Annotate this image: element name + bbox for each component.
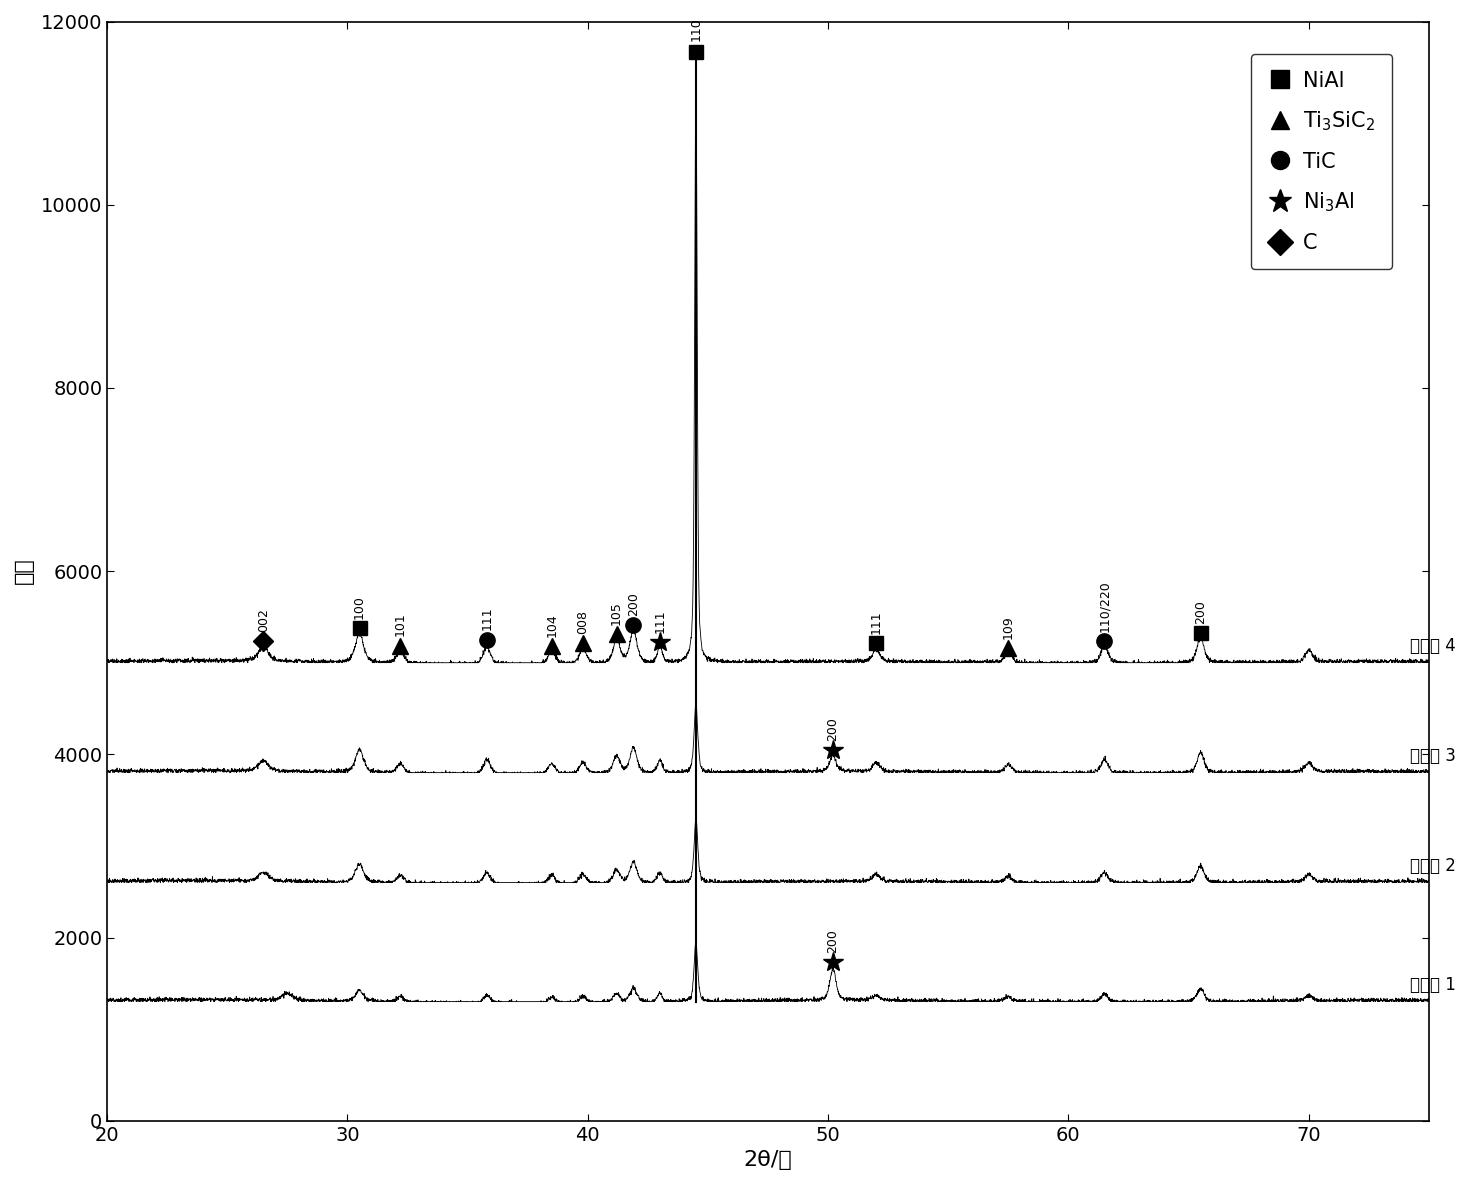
Text: 实施例 2: 实施例 2 [1410, 857, 1456, 875]
Text: 101: 101 [394, 613, 406, 637]
Text: 实施例 1: 实施例 1 [1410, 977, 1456, 995]
Text: 111: 111 [480, 609, 493, 632]
Text: 111: 111 [870, 610, 883, 633]
Text: 008: 008 [577, 607, 589, 632]
Text: 200: 200 [627, 593, 640, 617]
Text: 104: 104 [545, 611, 558, 635]
Legend: NiAl, Ti$_3$SiC$_2$, TiC, Ni$_3$Al, C: NiAl, Ti$_3$SiC$_2$, TiC, Ni$_3$Al, C [1251, 54, 1393, 270]
Text: 110/220: 110/220 [1098, 581, 1111, 633]
Text: 110: 110 [689, 17, 702, 41]
Text: 200: 200 [826, 929, 839, 953]
Text: 109: 109 [1002, 614, 1014, 638]
Text: 111: 111 [654, 610, 667, 633]
Text: 105: 105 [609, 600, 623, 625]
Text: 200: 200 [826, 718, 839, 741]
Text: 100: 100 [353, 596, 367, 619]
X-axis label: 2θ/度: 2θ/度 [743, 1150, 792, 1170]
Text: 实施例 3: 实施例 3 [1410, 747, 1456, 765]
Y-axis label: 强度: 强度 [13, 558, 34, 585]
Text: 实施例 4: 实施例 4 [1410, 637, 1456, 656]
Text: 002: 002 [258, 607, 269, 631]
Text: 200: 200 [1194, 598, 1207, 622]
